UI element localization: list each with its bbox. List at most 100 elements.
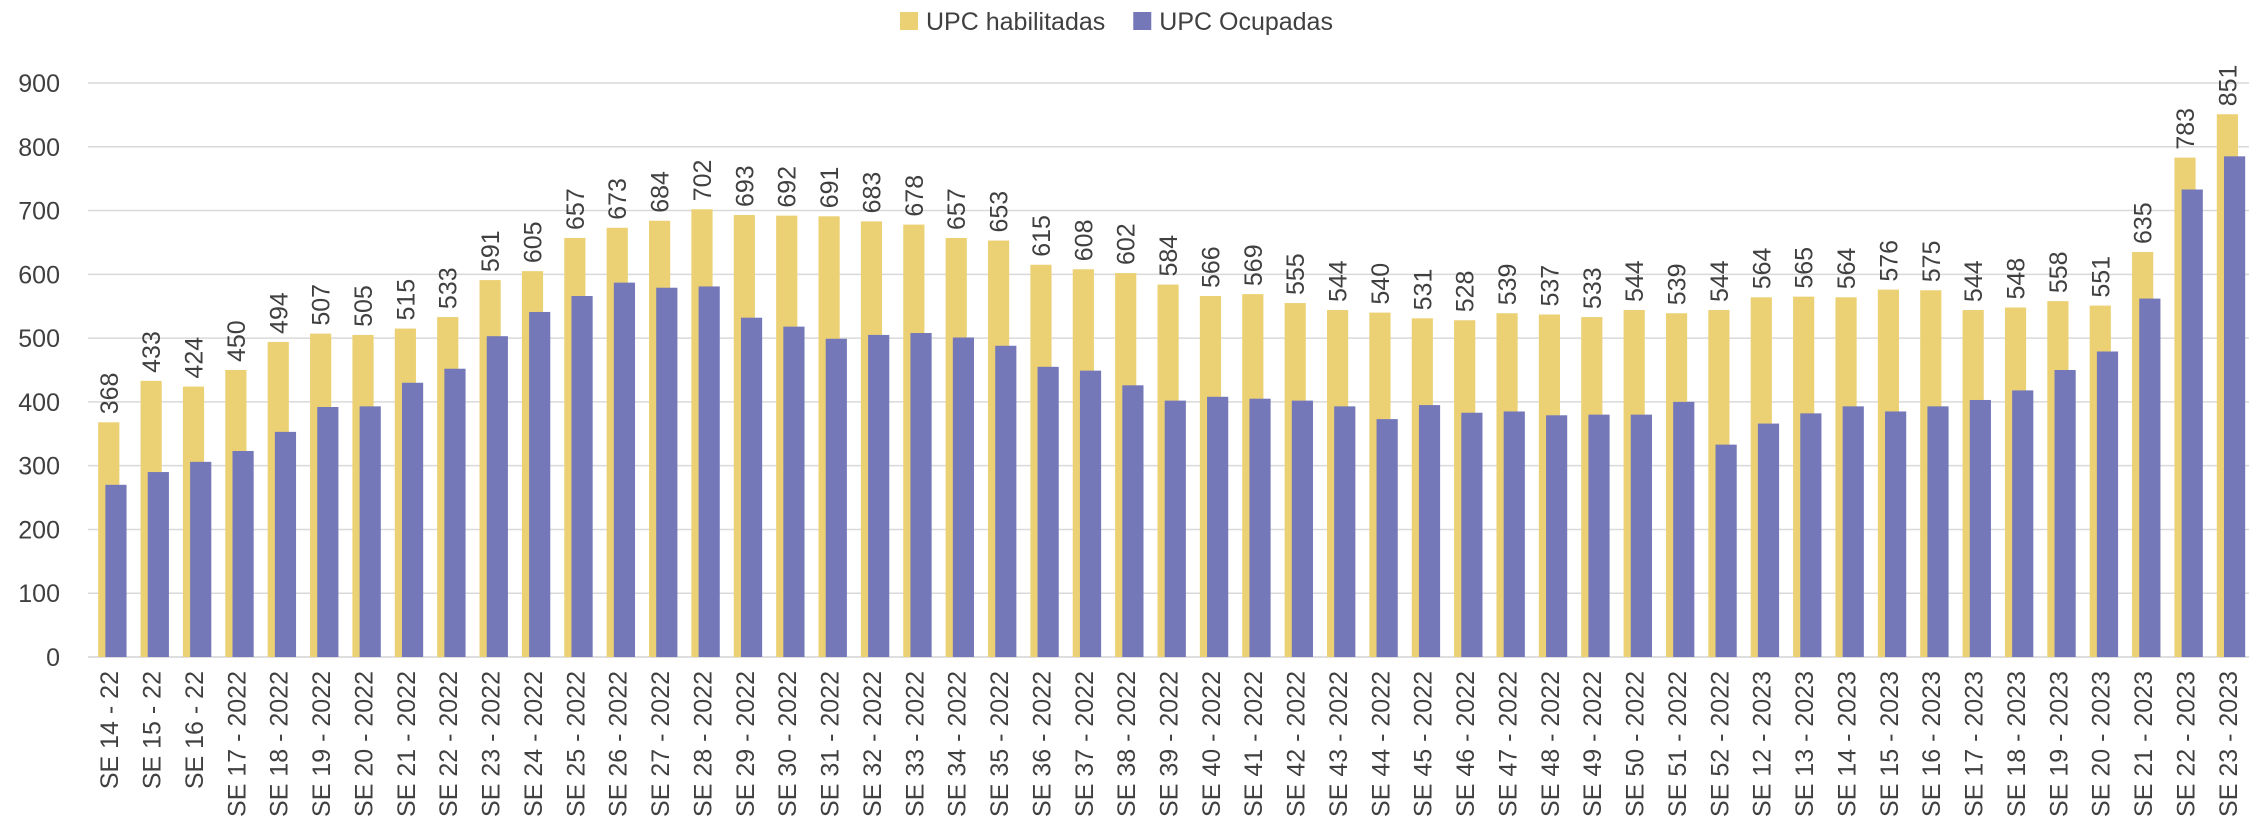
bar — [190, 461, 212, 657]
data-label: 635 — [2130, 202, 2158, 244]
data-label: 558 — [2045, 251, 2073, 293]
data-label: 544 — [1325, 260, 1353, 302]
data-label: 555 — [1282, 253, 1310, 295]
data-label: 657 — [562, 188, 590, 230]
x-tick-label: SE 12 - 2023 — [1749, 671, 1777, 817]
data-label: 678 — [901, 175, 929, 217]
y-tick-label: 700 — [18, 198, 60, 226]
x-tick-label: SE 19 - 2023 — [2045, 671, 2073, 817]
x-tick-label: SE 21 - 2023 — [2130, 671, 2158, 817]
data-label: 565 — [1791, 247, 1819, 289]
x-tick-label: SE 48 - 2022 — [1537, 671, 1565, 817]
y-tick-label: 600 — [18, 261, 60, 289]
bar — [825, 338, 847, 657]
y-tick-label: 300 — [18, 453, 60, 481]
bar — [1037, 366, 1059, 657]
bar — [613, 282, 636, 657]
bar — [401, 382, 424, 657]
data-label: 564 — [1748, 247, 1776, 289]
x-tick-label: SE 29 - 2022 — [732, 671, 760, 817]
data-label: 566 — [1197, 246, 1225, 288]
data-label: 591 — [477, 230, 505, 272]
data-label: 702 — [689, 160, 717, 202]
bar — [2181, 189, 2203, 657]
data-label: 537 — [1536, 265, 1564, 307]
x-tick-label: SE 23 - 2023 — [2215, 671, 2243, 817]
x-tick-label: SE 49 - 2022 — [1579, 671, 1607, 817]
data-label: 368 — [96, 373, 124, 415]
bar — [2054, 370, 2076, 657]
x-tick-label: SE 27 - 2022 — [647, 671, 675, 817]
data-label: 450 — [223, 320, 251, 362]
data-label: 515 — [392, 279, 420, 321]
x-tick-label: SE 18 - 2023 — [2003, 671, 2031, 817]
data-label: 576 — [1875, 240, 1903, 282]
x-tick-label: SE 17 - 2022 — [223, 671, 251, 817]
x-tick-label: SE 26 - 2022 — [605, 671, 633, 817]
x-tick-label: SE 22 - 2023 — [2172, 671, 2200, 817]
y-tick-label: 100 — [18, 580, 60, 608]
x-tick-label: SE 23 - 2022 — [478, 671, 506, 817]
data-label: 683 — [858, 172, 886, 214]
data-label: 608 — [1070, 220, 1098, 262]
bar — [1546, 415, 1568, 657]
bar — [2096, 351, 2119, 657]
x-tick-label: SE 30 - 2022 — [774, 671, 802, 817]
x-tick-label: SE 20 - 2022 — [350, 671, 378, 817]
x-tick-label: SE 33 - 2022 — [901, 671, 929, 817]
bar — [359, 406, 381, 657]
x-tick-label: SE 22 - 2022 — [435, 671, 463, 817]
x-tick-label: SE 42 - 2022 — [1283, 671, 1311, 817]
x-tick-label: SE 28 - 2022 — [689, 671, 717, 817]
data-label: 615 — [1028, 215, 1056, 257]
data-label: 494 — [265, 292, 293, 334]
data-label: 584 — [1155, 235, 1183, 277]
data-label: 540 — [1367, 263, 1395, 305]
x-tick-label: SE 34 - 2022 — [944, 671, 972, 817]
x-tick-label: SE 52 - 2022 — [1706, 671, 1734, 817]
bar — [486, 336, 508, 657]
data-label: 692 — [774, 166, 802, 208]
bar — [529, 311, 551, 657]
x-tick-label: SE 31 - 2022 — [817, 671, 845, 817]
data-label: 684 — [647, 171, 675, 213]
bar — [783, 326, 805, 657]
data-label: 505 — [350, 285, 378, 327]
x-tick-label: SE 21 - 2022 — [393, 671, 421, 817]
bar — [1503, 411, 1525, 657]
data-label: 653 — [986, 191, 1014, 233]
y-tick-label: 500 — [18, 325, 60, 353]
bar — [1842, 406, 1864, 657]
x-tick-label: SE 18 - 2022 — [266, 671, 294, 817]
bar — [1673, 401, 1695, 657]
data-label: 528 — [1452, 271, 1480, 313]
data-label: 602 — [1113, 223, 1141, 265]
bar — [1291, 400, 1313, 657]
bar — [1249, 398, 1271, 657]
bar — [698, 286, 720, 657]
bar — [1376, 419, 1398, 657]
x-tick-label: SE 14 - 22 — [96, 671, 124, 789]
x-tick-label: SE 20 - 2023 — [2088, 671, 2116, 817]
x-tick-label: SE 41 - 2022 — [1240, 671, 1268, 817]
bar — [1164, 400, 1186, 657]
legend-label: UPC habilitadas — [926, 8, 1105, 36]
legend-swatch — [900, 12, 918, 30]
x-tick-label: SE 45 - 2022 — [1410, 671, 1438, 817]
x-tick-label: SE 47 - 2022 — [1494, 671, 1522, 817]
bar — [910, 333, 932, 657]
data-label: 783 — [2172, 108, 2200, 150]
bar — [1588, 414, 1610, 657]
data-label: 424 — [181, 337, 209, 379]
bar — [1969, 399, 1991, 657]
bar — [656, 287, 678, 657]
bar — [317, 406, 339, 657]
bar — [1122, 385, 1144, 657]
data-label: 693 — [731, 165, 759, 207]
x-tick-label: SE 25 - 2022 — [562, 671, 590, 817]
x-tick-label: SE 32 - 2022 — [859, 671, 887, 817]
data-label: 691 — [816, 167, 844, 209]
x-tick-label: SE 16 - 22 — [181, 671, 209, 789]
data-label: 539 — [1494, 264, 1522, 306]
